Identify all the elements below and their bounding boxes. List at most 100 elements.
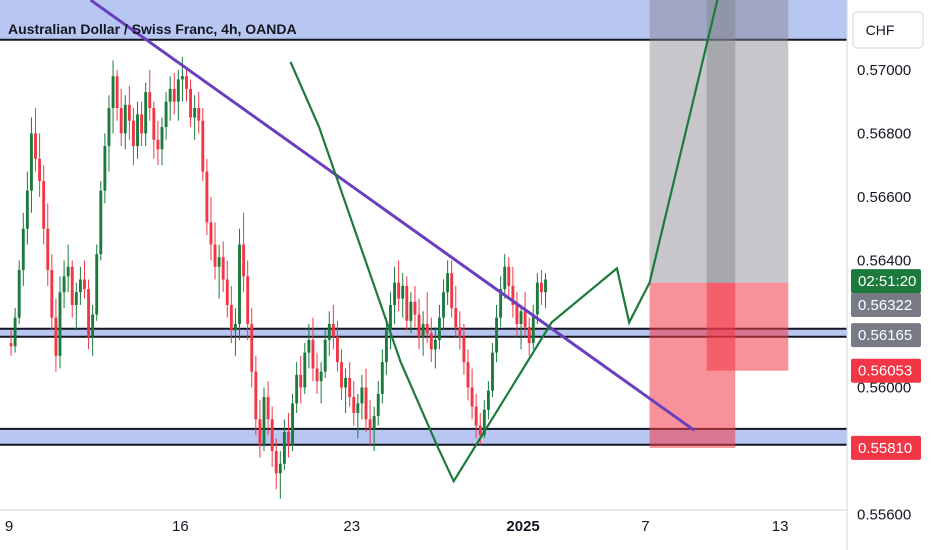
candle-up[interactable]: [282, 419, 286, 471]
candle-up[interactable]: [544, 273, 547, 309]
candle-up[interactable]: [13, 308, 17, 353]
candle-down[interactable]: [466, 349, 470, 401]
candle-down[interactable]: [115, 69, 119, 121]
candle-down[interactable]: [119, 88, 123, 147]
time-axis[interactable]: 9 16 23 2025 7 13: [0, 509, 847, 550]
candle-up[interactable]: [372, 406, 376, 452]
candle-up[interactable]: [344, 368, 348, 413]
candle-up[interactable]: [519, 304, 523, 350]
candle-up[interactable]: [176, 69, 180, 121]
candle-down[interactable]: [152, 101, 156, 159]
candle-up[interactable]: [401, 273, 405, 318]
candle-down[interactable]: [540, 270, 543, 305]
candle-down[interactable]: [425, 292, 429, 344]
candle-up[interactable]: [380, 349, 384, 404]
candle-down[interactable]: [127, 85, 131, 140]
candle-down[interactable]: [511, 266, 515, 318]
candle-down[interactable]: [225, 260, 229, 318]
candle-down[interactable]: [34, 108, 37, 172]
candle-up[interactable]: [433, 327, 437, 369]
candle-up[interactable]: [238, 228, 241, 340]
candle-up[interactable]: [442, 279, 445, 331]
candle-down[interactable]: [254, 355, 258, 436]
candle-up[interactable]: [495, 304, 498, 363]
trendline[interactable]: [89, 0, 696, 432]
candle-up[interactable]: [531, 304, 535, 350]
candle-down[interactable]: [413, 285, 417, 328]
candle-down[interactable]: [246, 260, 250, 340]
candle-up[interactable]: [393, 266, 396, 324]
candle-down[interactable]: [201, 108, 205, 182]
candle-down[interactable]: [148, 69, 152, 121]
currency-button[interactable]: [852, 11, 924, 49]
candle-up[interactable]: [160, 117, 164, 166]
candle-up[interactable]: [66, 244, 70, 293]
candle-down[interactable]: [229, 285, 233, 344]
pattern-path[interactable]: [289, 0, 736, 484]
candle-down[interactable]: [458, 311, 462, 350]
candle-up[interactable]: [438, 304, 441, 350]
candle-down[interactable]: [462, 324, 466, 375]
candle-up[interactable]: [217, 244, 221, 299]
candle-down[interactable]: [450, 260, 454, 318]
candle-down[interactable]: [397, 260, 401, 312]
candle-up[interactable]: [291, 393, 294, 452]
candle-down[interactable]: [340, 349, 343, 401]
candle-down[interactable]: [46, 203, 50, 286]
candle-down[interactable]: [515, 292, 519, 337]
candle-up[interactable]: [62, 260, 66, 309]
candle-up[interactable]: [446, 260, 450, 305]
candle-up[interactable]: [91, 304, 95, 356]
candle-up[interactable]: [491, 343, 494, 398]
candle-down[interactable]: [70, 260, 74, 318]
candle-down[interactable]: [156, 120, 160, 166]
candle-down[interactable]: [189, 79, 192, 128]
candle-up[interactable]: [136, 101, 139, 159]
candle-up[interactable]: [323, 330, 327, 378]
candle-down[interactable]: [417, 298, 421, 350]
candle-up[interactable]: [503, 254, 507, 299]
position-target-area[interactable]: [649, 0, 736, 283]
candle-down[interactable]: [287, 412, 290, 458]
candle-up[interactable]: [389, 292, 392, 350]
candle-down[interactable]: [87, 279, 90, 350]
candle-down[interactable]: [38, 133, 42, 197]
candle-up[interactable]: [21, 212, 25, 286]
candle-up[interactable]: [123, 95, 127, 150]
candle-down[interactable]: [132, 108, 135, 166]
candle-down[interactable]: [221, 241, 225, 293]
candle-down[interactable]: [352, 381, 356, 426]
candle-down[interactable]: [83, 260, 86, 299]
candle-up[interactable]: [535, 273, 539, 324]
candle-down[interactable]: [242, 212, 246, 293]
candle-up[interactable]: [17, 260, 21, 324]
candle-down[interactable]: [172, 73, 176, 115]
candle-down[interactable]: [50, 254, 54, 331]
candle-down[interactable]: [368, 400, 372, 445]
candle-up[interactable]: [421, 311, 425, 356]
candle-up[interactable]: [78, 266, 82, 305]
candle-up[interactable]: [295, 362, 299, 413]
candle-down[interactable]: [348, 362, 352, 407]
candle-down[interactable]: [315, 352, 319, 394]
candle-down[interactable]: [54, 298, 58, 372]
candle-down[interactable]: [299, 355, 303, 404]
candle-up[interactable]: [303, 343, 307, 394]
candle-down[interactable]: [250, 308, 254, 388]
candle-down[interactable]: [454, 285, 458, 337]
candle-down[interactable]: [266, 381, 270, 436]
candle-down[interactable]: [270, 406, 274, 467]
candle-up[interactable]: [376, 381, 380, 426]
candle-up[interactable]: [168, 76, 172, 121]
candle-up[interactable]: [107, 95, 111, 172]
candle-up[interactable]: [164, 92, 168, 140]
candle-up[interactable]: [58, 276, 62, 369]
candle-up[interactable]: [144, 82, 148, 147]
candle-down[interactable]: [523, 292, 527, 337]
candle-down[interactable]: [197, 92, 201, 134]
candle-down[interactable]: [474, 393, 478, 439]
candle-down[interactable]: [311, 317, 315, 382]
candle-down[interactable]: [140, 101, 144, 147]
candle-down[interactable]: [364, 368, 368, 432]
